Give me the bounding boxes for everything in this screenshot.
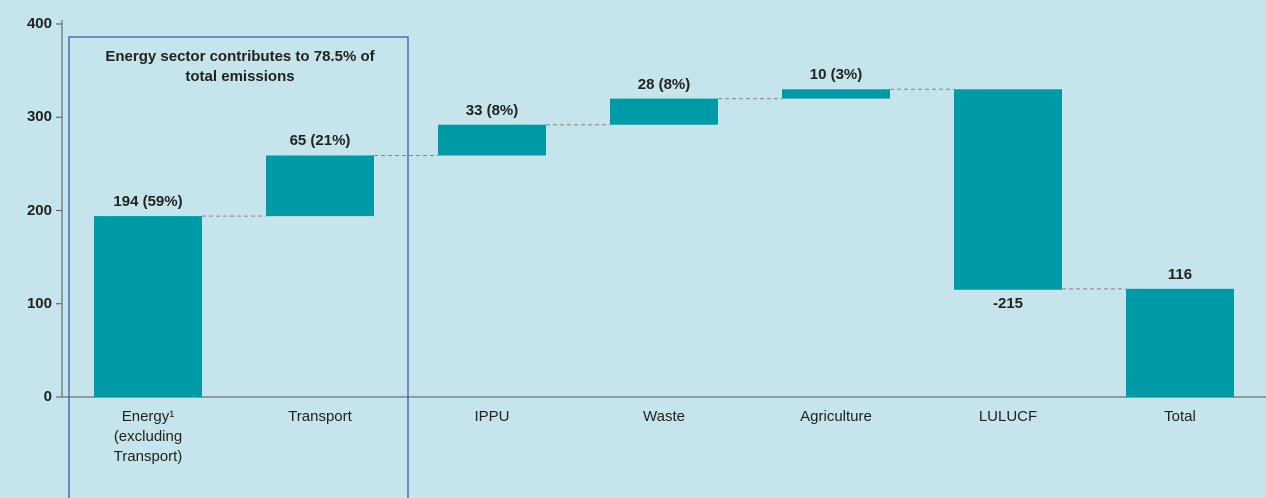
y-tick-label: 400 <box>26 15 52 32</box>
x-tick-label: Waste <box>643 408 685 425</box>
value-label: 116 <box>1167 265 1193 283</box>
bar <box>610 98 718 125</box>
x-tick-label: Energy¹ (excluding Transport) <box>113 408 183 465</box>
bar <box>438 124 546 156</box>
y-tick-label: 200 <box>26 201 52 219</box>
value-label: -215 <box>992 294 1024 312</box>
y-tick-label: 300 <box>26 108 52 126</box>
x-tick-label: Transport <box>288 408 352 425</box>
value-label: 10 (3%) <box>809 66 863 84</box>
annotation: Energy sector contributes to 78.5% of to… <box>105 48 375 85</box>
highlight-box <box>68 36 409 498</box>
x-tick-label: Agriculture <box>800 408 872 425</box>
bar <box>94 216 202 397</box>
bar <box>266 155 374 217</box>
bar <box>782 89 890 99</box>
value-label: 28 (8%) <box>637 75 691 93</box>
y-tick-label: 0 <box>43 388 52 405</box>
value-label: 194 (59%) <box>113 193 183 211</box>
bar <box>954 89 1062 290</box>
y-tick-label: 100 <box>26 294 52 312</box>
bar <box>1126 288 1234 397</box>
x-tick-label: LULUCF <box>978 408 1038 425</box>
value-label: 33 (8%) <box>465 101 519 119</box>
x-tick-label: IPPU <box>474 408 510 425</box>
value-label: 65 (21%) <box>289 132 351 150</box>
x-tick-label: Total <box>1164 408 1196 425</box>
